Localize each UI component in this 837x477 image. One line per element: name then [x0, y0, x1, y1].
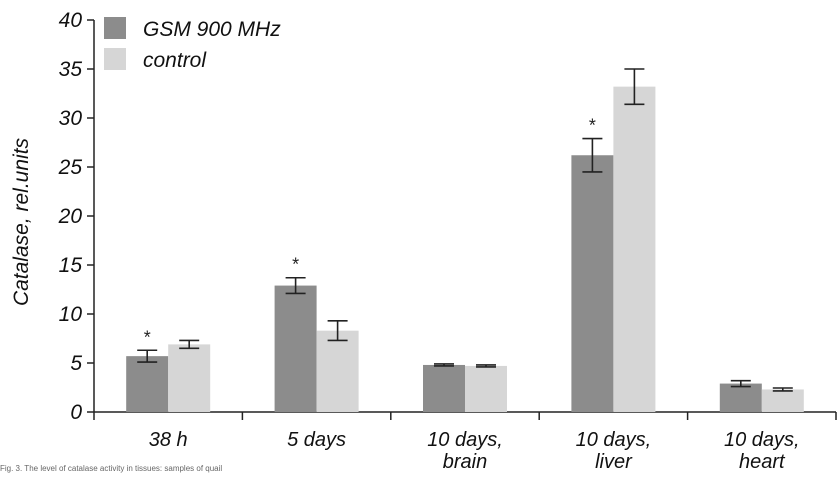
y-tick-label: 30 [59, 107, 83, 130]
bar-gsm [423, 364, 465, 412]
legend: GSM 900 MHz control [104, 17, 281, 72]
y-tick-label: 20 [58, 205, 83, 228]
bar-control [316, 330, 359, 412]
significance-marker: * [589, 116, 596, 136]
significance-marker: * [292, 255, 299, 275]
bar-gsm [126, 356, 169, 412]
y-tick-label: 10 [59, 303, 83, 326]
bar-control [465, 365, 507, 412]
y-axis-label: Catalase, rel.units [10, 137, 33, 306]
legend-label-gsm: GSM 900 MHz [143, 18, 281, 41]
legend-label-control: control [143, 49, 207, 72]
x-tick-label: 10 days, liver [576, 429, 652, 473]
bar-control [168, 344, 211, 412]
x-tick-label: 10 days, heart [724, 429, 800, 473]
x-tick-label: 5 days [287, 429, 346, 451]
bar-gsm [719, 383, 762, 412]
y-tick-label: 35 [59, 58, 83, 81]
legend-swatch-gsm [104, 17, 126, 39]
x-tick-label: 10 days, brain [427, 429, 503, 473]
y-tick-label: 5 [70, 352, 82, 375]
legend-swatch-control [104, 48, 126, 70]
significance-marker: * [144, 327, 151, 347]
y-tick-label: 0 [70, 401, 82, 424]
bar-control [761, 389, 804, 412]
y-tick-label: 15 [59, 254, 83, 277]
bar-gsm [571, 155, 614, 413]
plot-area: 0 5 10 15 20 25 30 35 40 38 h * 5 days * 10 days, brai… [58, 9, 837, 473]
bar-gsm [274, 285, 317, 412]
x-tick-label: 38 h [149, 429, 188, 451]
figure-caption: Fig. 3. The level of catalase activity i… [0, 464, 222, 473]
y-tick-label: 40 [59, 9, 83, 32]
bar-control [613, 86, 656, 412]
y-tick-label: 25 [58, 156, 83, 179]
